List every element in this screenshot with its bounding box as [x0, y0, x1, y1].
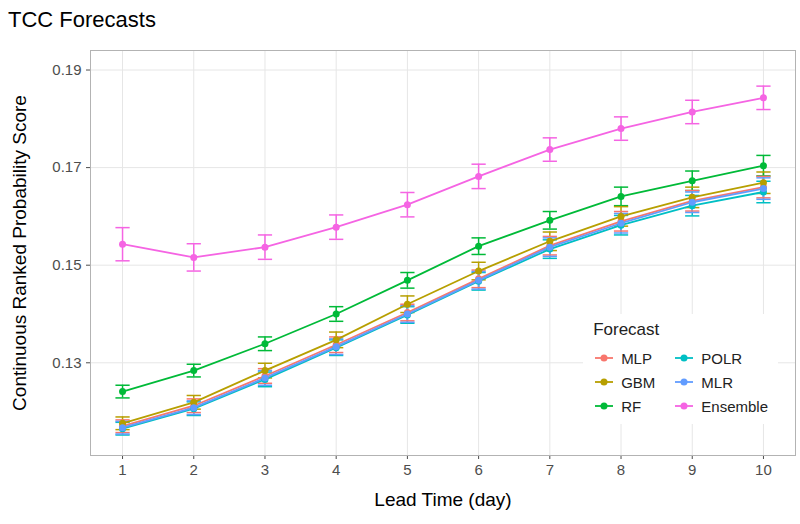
- html-text:TCC Forecasts: TCC Forecasts: [8, 7, 156, 32]
- svg-text:0.13: 0.13: [52, 354, 81, 371]
- svg-text:Continuous Ranked Probability: Continuous Ranked Probability Score: [9, 95, 30, 411]
- html-text:GBM: GBM: [621, 373, 656, 391]
- svg-text:4: 4: [332, 461, 340, 478]
- svg-text:0.17: 0.17: [52, 158, 81, 175]
- svg-text:Lead Time (day): Lead Time (day): [374, 489, 511, 510]
- html-text:RF: RF: [621, 397, 642, 415]
- svg-text:0.15: 0.15: [52, 256, 81, 273]
- svg-text:7: 7: [546, 461, 554, 478]
- svg-text:6: 6: [474, 461, 482, 478]
- svg-text:1: 1: [118, 461, 126, 478]
- svg-text:2: 2: [190, 461, 198, 478]
- html-text:MLP: MLP: [621, 349, 652, 367]
- svg-text:3: 3: [261, 461, 269, 478]
- svg-text:5: 5: [403, 461, 411, 478]
- html-text:MLR: MLR: [701, 373, 733, 391]
- html-text:POLR: POLR: [701, 349, 743, 367]
- html-text:Forecast: Forecast: [593, 320, 660, 339]
- svg-text:9: 9: [688, 461, 696, 478]
- svg-text:8: 8: [617, 461, 625, 478]
- svg-text:10: 10: [755, 461, 772, 478]
- svg-text:0.19: 0.19: [52, 61, 81, 78]
- html-text:Ensemble: Ensemble: [701, 397, 768, 415]
